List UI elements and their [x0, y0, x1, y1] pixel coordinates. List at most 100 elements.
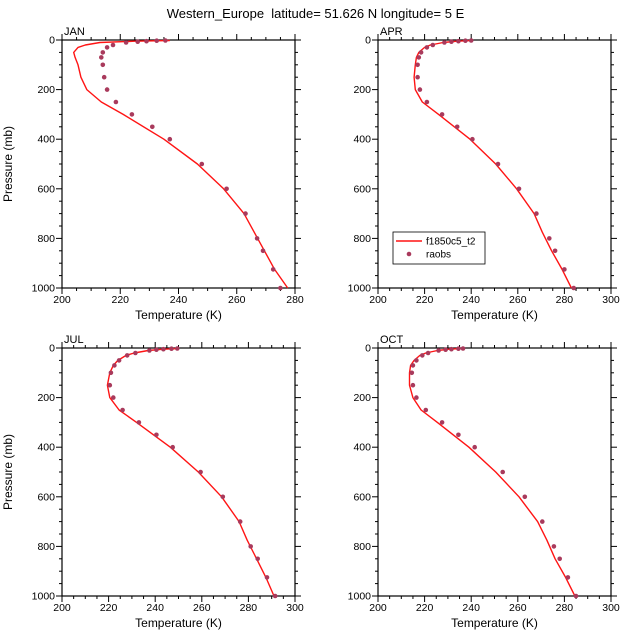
- x-tick-label: 300: [286, 602, 304, 614]
- raobs-dot: [456, 38, 461, 44]
- raobs-dot: [147, 348, 152, 353]
- raobs-dot: [254, 236, 260, 241]
- raobs-dot: [110, 42, 116, 48]
- raobs-dot: [425, 350, 431, 356]
- y-tick-label: 800: [37, 541, 55, 553]
- x-tick-label: 260: [509, 294, 527, 306]
- raobs-dot: [101, 74, 107, 80]
- y-tick-label: 0: [49, 343, 55, 355]
- y-tick-label: 600: [353, 183, 371, 195]
- raobs-dot: [129, 112, 135, 117]
- raobs-dot: [420, 353, 425, 358]
- panel-title: APR: [380, 26, 403, 38]
- y-tick-label: 1000: [32, 283, 56, 295]
- panel-oct: 200 220 240 260 280 300 0 200 400 600 800 1000 OCT Te…: [348, 334, 620, 630]
- x-tick-label: 200: [369, 602, 387, 614]
- y-tick-label: 800: [37, 233, 55, 245]
- raobs-dot: [562, 267, 567, 272]
- raobs-dot: [423, 407, 429, 413]
- raobs-dot: [198, 469, 203, 475]
- x-tick-label: 240: [170, 294, 188, 306]
- raobs-dot: [111, 395, 116, 400]
- x-tick-label: 300: [602, 294, 620, 306]
- panel-title: JUL: [64, 334, 84, 346]
- raobs-dot: [424, 45, 430, 50]
- raobs-dot: [442, 40, 447, 45]
- raobs-dot: [454, 124, 460, 130]
- raobs-dot: [154, 347, 159, 352]
- raobs-dot: [175, 346, 180, 351]
- legend-dot-sample: [406, 251, 412, 257]
- raobs-dot: [163, 38, 168, 43]
- raobs-dot: [571, 285, 576, 291]
- raobs-dot: [443, 347, 448, 352]
- raobs-dot: [150, 124, 155, 130]
- raobs-dot: [552, 248, 558, 254]
- y-tick-label: 600: [353, 491, 371, 503]
- y-axis-label: Pressure (mb): [1, 126, 15, 202]
- series-dots-raobs: [99, 38, 283, 291]
- raobs-dot: [108, 370, 114, 376]
- raobs-dot: [154, 432, 159, 438]
- raobs-dot: [272, 593, 278, 599]
- y-tick-label: 800: [353, 233, 371, 245]
- y-tick-label: 400: [353, 134, 371, 146]
- plot-border: [61, 347, 296, 597]
- x-tick-label: 220: [111, 294, 129, 306]
- raobs-dot: [416, 55, 422, 60]
- raobs-dot: [409, 370, 415, 376]
- x-tick-label: 300: [602, 602, 620, 614]
- raobs-dot: [136, 420, 142, 425]
- x-tick-label: 260: [509, 602, 527, 614]
- raobs-dot: [169, 346, 174, 351]
- raobs-dot: [124, 353, 130, 358]
- raobs-dot: [123, 40, 129, 45]
- raobs-dot: [167, 136, 173, 142]
- axis-ticks: [372, 342, 617, 602]
- panel-apr: 200 220 240 260 280 300 0 200 400 600 800 1000 APR Te…: [348, 26, 620, 322]
- raobs-dot: [104, 87, 110, 92]
- raobs-dot: [99, 55, 104, 60]
- raobs-dot: [573, 593, 579, 599]
- raobs-dot: [415, 62, 420, 68]
- raobs-dot: [500, 469, 505, 475]
- raobs-dot: [120, 407, 125, 413]
- raobs-dot: [112, 363, 117, 368]
- x-axis-label: Temperature (K): [135, 308, 222, 322]
- raobs-dot: [565, 575, 571, 580]
- raobs-dot: [100, 50, 106, 55]
- raobs-dot: [220, 494, 226, 500]
- x-tick-label: 200: [369, 294, 387, 306]
- raobs-dot: [410, 363, 416, 368]
- legend-label-raobs: raobs: [426, 250, 451, 261]
- raobs-dot: [522, 494, 528, 500]
- raobs-dot: [161, 346, 166, 352]
- y-tick-label: 1000: [32, 591, 56, 603]
- y-tick-label: 400: [37, 134, 55, 146]
- plot-border: [377, 347, 612, 597]
- legend-label-model: f1850c5_t2: [426, 237, 476, 248]
- raobs-dot: [534, 211, 539, 216]
- raobs-dot: [248, 544, 253, 549]
- raobs-dot: [418, 50, 424, 55]
- y-tick-label: 400: [37, 442, 55, 454]
- raobs-dot: [100, 62, 106, 68]
- raobs-dot: [417, 87, 423, 92]
- raobs-dot: [456, 346, 461, 351]
- raobs-dot: [495, 161, 501, 167]
- x-tick-label: 280: [556, 602, 574, 614]
- raobs-dot: [439, 420, 445, 425]
- series-line-f1850c5_t2: [106, 347, 275, 597]
- raobs-dot: [449, 39, 454, 44]
- raobs-dot: [415, 74, 420, 80]
- raobs-dot: [224, 186, 229, 192]
- raobs-dot: [410, 382, 416, 388]
- raobs-dot: [414, 358, 419, 363]
- x-tick-label: 240: [462, 294, 480, 306]
- x-tick-label: 240: [462, 602, 480, 614]
- legend-box: [392, 231, 486, 265]
- raobs-dot: [199, 161, 205, 167]
- y-tick-label: 600: [37, 183, 55, 195]
- raobs-dot: [144, 38, 149, 44]
